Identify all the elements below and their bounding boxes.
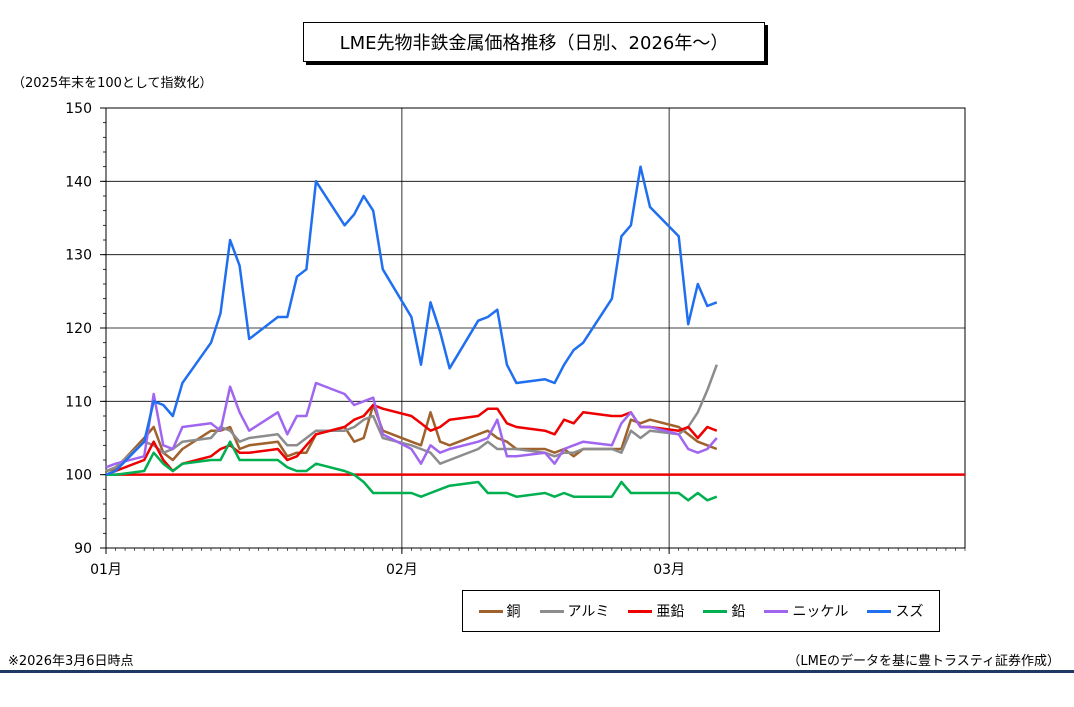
legend-item-copper: 銅 [478,601,521,621]
bottom-divider [0,670,1074,673]
y-tick-label: 90 [74,541,92,557]
x-tick-label: 02月 [386,562,418,578]
legend-swatch [478,609,503,613]
legend-label: スズ [895,604,924,620]
y-tick-label: 110 [65,394,92,410]
legend-swatch [539,609,564,613]
unit-note: （2025年末を100として指数化） [12,76,213,91]
series-line-nickel [105,381,718,469]
legend-item-lead: 鉛 [703,601,745,621]
y-tick-label: 140 [65,174,92,190]
x-tick-label: 01月 [90,562,122,578]
series-line-tin [105,165,718,476]
series-line-aluminum [105,364,718,473]
legend-swatch [703,609,728,613]
chart-title-box: LME先物非鉄金属価格推移（日別、2026年～） [303,22,765,62]
legend-label: 亜鉛 [656,604,685,620]
y-tick-label: 100 [65,468,92,484]
legend-item-zinc: 亜鉛 [628,601,684,621]
source-note: （LMEのデータを基に豊トラスティ証券作成） [787,654,1060,669]
chart-title: LME先物非鉄金属価格推移（日別、2026年～） [339,33,729,54]
legend-item-nickel: ニッケル [764,601,848,621]
legend-swatch [764,609,789,613]
y-tick-label: 120 [65,321,92,337]
legend-label: アルミ [567,604,610,620]
legend-swatch [867,609,892,613]
footnote: ※2026年3月6日時点 [8,654,134,669]
legend-label: 銅 [506,604,521,620]
series-line-zinc [105,403,718,476]
legend-item-aluminum: アルミ [539,601,610,621]
legend-item-tin: スズ [867,601,923,621]
legend-label: 鉛 [731,604,746,620]
chart-legend: 銅 アルミ 亜鉛 鉛 ニッケル スズ [462,590,940,632]
legend-swatch [628,609,653,613]
series-line-lead [106,440,718,502]
y-tick-label: 130 [65,248,92,264]
y-tick-label: 150 [65,101,92,117]
legend-label: ニッケル [792,604,849,620]
x-tick-label: 03月 [653,562,685,578]
